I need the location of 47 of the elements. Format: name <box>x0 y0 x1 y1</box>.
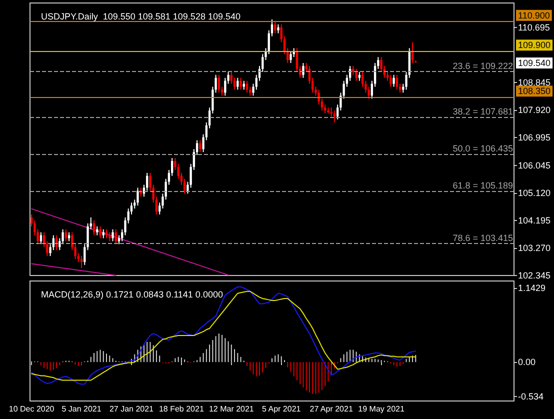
candlestick <box>392 74 395 88</box>
candlestick <box>236 77 239 90</box>
y-tick-label: 104.195 <box>518 216 551 226</box>
x-tick-label: 27 Apr 2021 <box>310 404 354 414</box>
y-tick-label: 103.270 <box>518 243 551 254</box>
x-tick-label: 12 Mar 2021 <box>208 404 254 414</box>
x-tick-label: 5 Apr 2021 <box>262 404 302 414</box>
y-tick-label: 106.045 <box>518 160 551 171</box>
ref-line-label: 61.8 = 105.189 <box>452 180 513 191</box>
ref-line-label: 78.6 = 103.415 <box>452 233 513 244</box>
candlestick <box>92 220 96 236</box>
candlestick <box>333 110 336 123</box>
candlestick <box>396 74 398 90</box>
y-tick-label: 0.00 <box>518 357 536 368</box>
ref-line-label: 23.6 = 109.222 <box>452 60 513 71</box>
y-tick-label: 1.1429 <box>518 282 546 293</box>
y-tick-label: 110.695 <box>518 22 550 33</box>
ref-line-label: 110.900 <box>518 10 550 20</box>
candlestick <box>302 62 304 78</box>
y-tick-label: 107.920 <box>518 104 551 115</box>
candlestick <box>355 68 358 82</box>
candlestick <box>80 256 83 268</box>
y-tick-label: 106.995 <box>518 132 551 142</box>
y-tick-label: -0.534 <box>518 392 544 402</box>
candlestick <box>290 50 292 64</box>
ref-line-label: 108.350 <box>518 86 551 96</box>
x-tick-label: 19 May 2021 <box>358 404 405 414</box>
candlestick <box>199 140 202 153</box>
text: 109.540 <box>518 58 551 68</box>
candlestick <box>99 226 102 239</box>
candlestick <box>112 228 114 242</box>
y-tick-label: 102.345 <box>518 270 551 280</box>
x-tick-label: 5 Jan 2021 <box>62 404 102 414</box>
candlestick <box>136 187 139 206</box>
y-tick-label: 105.120 <box>518 188 551 198</box>
text: USDJPY.Daily 109.550 109.581 109.528 109.540 <box>41 12 240 22</box>
y-tick-label: 108.845 <box>518 77 551 88</box>
candlestick <box>240 77 242 90</box>
ref-line-label: 109.900 <box>518 40 551 50</box>
candlestick <box>274 20 276 34</box>
x-tick-label: 10 Dec 2020 <box>8 404 55 414</box>
x-tick-label: 27 Jan 2021 <box>109 404 154 414</box>
candlestick <box>390 74 392 88</box>
ref-line-label: 38.2 = 107.681 <box>452 106 513 117</box>
ref-line-label: 50.0 = 106.435 <box>452 143 513 154</box>
text: MACD(12,26,9) 0.1721 0.0843 0.1141 0.0000 <box>41 290 223 300</box>
x-tick-label: 18 Feb 2021 <box>158 404 204 414</box>
